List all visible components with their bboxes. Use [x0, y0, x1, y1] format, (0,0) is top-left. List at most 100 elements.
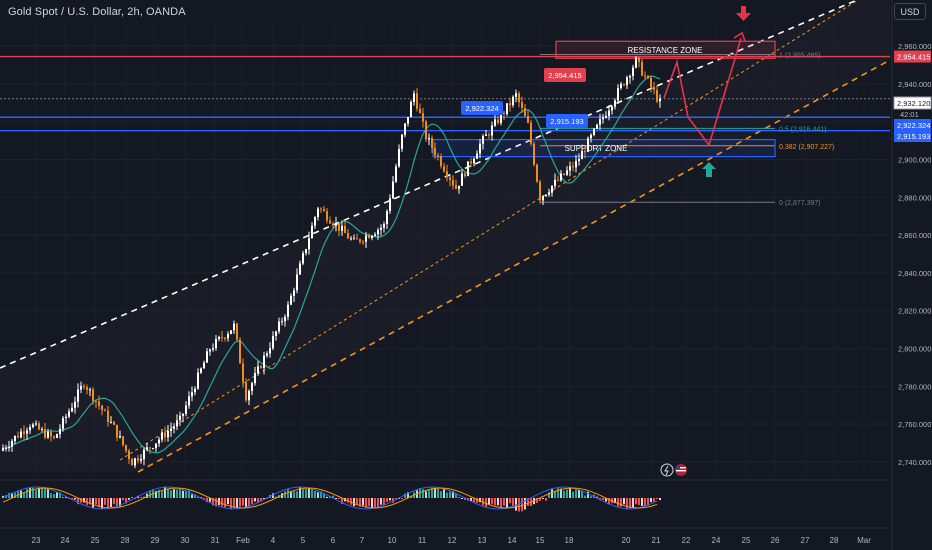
candle-body [581, 151, 583, 160]
histogram-bar [131, 496, 133, 498]
histogram-bar [188, 490, 190, 498]
histogram-bar [581, 490, 583, 498]
time-tick-label: 6 [331, 536, 336, 545]
candle-body [386, 211, 388, 225]
candle-body [74, 401, 76, 408]
candle-body [44, 429, 46, 438]
histogram-bar [401, 498, 403, 499]
candle-body [149, 447, 151, 449]
candle-body [104, 410, 106, 412]
histogram-bar [149, 490, 151, 498]
candle-body [461, 173, 463, 186]
candle-body [341, 226, 343, 231]
candle-body [257, 366, 259, 374]
candle-body [428, 138, 430, 140]
candle-body [32, 424, 34, 428]
histogram-bar [431, 487, 433, 498]
price-axis-bg [892, 0, 932, 550]
histogram-bar [656, 498, 658, 499]
histogram-bar [566, 489, 568, 498]
resistance-price-tag: 2,954.415 [897, 53, 930, 62]
candle-body [377, 229, 379, 235]
candle-body [512, 96, 514, 106]
time-tick-label: 28 [121, 536, 130, 545]
callout-support-upper-text: 2,922.324 [465, 104, 498, 113]
time-tick-label: 12 [448, 536, 457, 545]
time-axis[interactable]: 23 24 25 28 29 30 31 Feb 4 5 6 7 10 11 12 13 14 15 18 20 21 2… [0, 527, 890, 545]
histogram-bar [482, 498, 484, 506]
currency-button[interactable]: USD [894, 3, 926, 20]
candle-body [587, 138, 589, 152]
histogram-bar [122, 498, 124, 501]
candle-body [479, 143, 481, 154]
candle-body [53, 436, 55, 438]
candle-body [305, 249, 307, 254]
candle-body [530, 122, 532, 144]
candle-body [89, 389, 91, 391]
candle-body [38, 423, 40, 430]
candle-body [524, 107, 526, 117]
histogram-bar [89, 498, 91, 505]
candle-body [56, 434, 58, 438]
channel-upper-line[interactable] [0, 0, 858, 369]
histogram-bar [476, 498, 478, 503]
candle-body [236, 323, 238, 340]
candle-body [521, 102, 523, 108]
candle-body [59, 428, 61, 435]
histogram-bar [392, 498, 394, 503]
price-tick-label: 2,900.000 [898, 155, 931, 164]
candle-body [446, 171, 448, 178]
candle-body [92, 389, 94, 401]
histogram-bar [518, 498, 520, 512]
histogram-bar [617, 498, 619, 507]
histogram-bar [509, 498, 511, 504]
time-tick-label: 4 [271, 536, 276, 545]
candle-body [167, 431, 169, 438]
candle-body [170, 428, 172, 432]
histogram-bar [338, 498, 340, 499]
histogram-bar [41, 486, 43, 498]
histogram-bar [110, 498, 112, 508]
fib-label-0.382: 0.382 (2,907.227) [779, 144, 834, 151]
lightning-icon[interactable] [660, 463, 674, 477]
candle-body [644, 75, 646, 77]
price-tick-label: 2,880.000 [898, 193, 931, 202]
histogram-bar [47, 488, 49, 498]
candle-body [128, 450, 130, 459]
us-flag-icon[interactable] [675, 464, 687, 476]
histogram-bar [569, 487, 571, 498]
candle-body [140, 459, 142, 461]
candle-body [620, 84, 622, 88]
histogram-bar [350, 498, 352, 505]
oscillator-signal-line [2, 487, 658, 509]
histogram-bar [314, 490, 316, 498]
candle-body [605, 116, 607, 118]
histogram-bar [383, 498, 385, 506]
candle-body [623, 84, 625, 86]
price-tick-label: 2,960.000 [898, 42, 931, 51]
candle-body [371, 235, 373, 239]
candle-body [77, 389, 79, 402]
price-axis[interactable]: 2,960.0002,940.0002,920.0002,900.0002,88… [891, 0, 932, 550]
histogram-bar [470, 498, 472, 501]
candle-body [545, 194, 547, 196]
candle-body [137, 458, 139, 461]
price-tick-label: 2,940.000 [898, 80, 931, 89]
histogram-bar [362, 498, 364, 506]
histogram-bar [371, 498, 373, 508]
resistance-price-tag-bg [894, 50, 931, 63]
price-tick-label: 2,740.000 [898, 458, 931, 467]
candle-body [254, 373, 256, 384]
histogram-bar [125, 498, 127, 504]
candle-body [536, 164, 538, 182]
symbol-title[interactable]: Gold Spot / U.S. Dollar, 2h, OANDA [8, 6, 186, 18]
moving-average-line [2, 75, 661, 454]
histogram-bar [254, 498, 256, 502]
histogram-bar [8, 492, 10, 498]
histogram-bar [203, 498, 205, 499]
candle-body [365, 235, 367, 242]
histogram-bar [59, 492, 61, 498]
candle-body [17, 435, 19, 438]
countdown-label: 42:01 [900, 110, 919, 119]
